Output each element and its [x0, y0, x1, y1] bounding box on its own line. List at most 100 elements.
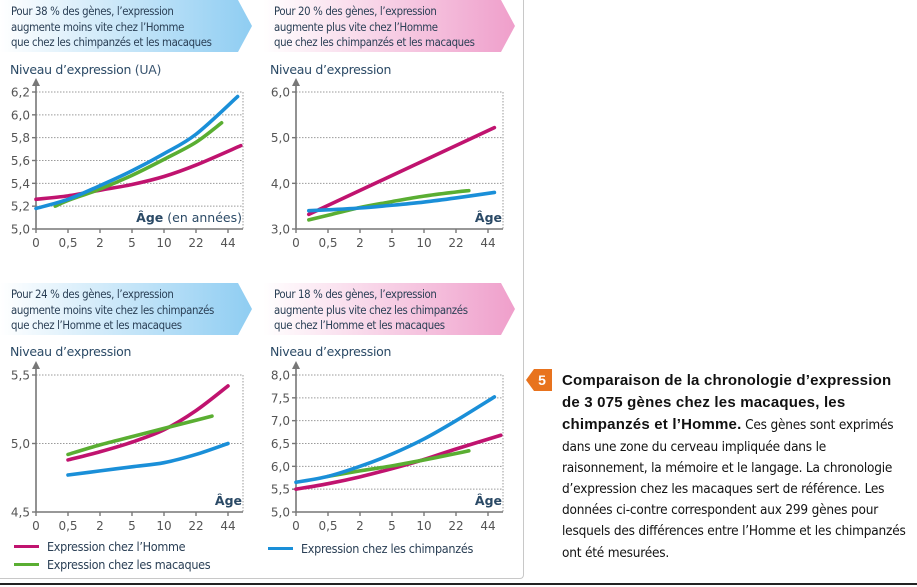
- x-tick-label: 2: [356, 519, 364, 533]
- x-tick-label: 44: [480, 519, 495, 533]
- x-tick-label: 22: [448, 236, 463, 250]
- series-line-macaque: [66, 414, 214, 457]
- x-tick-label: 44: [480, 236, 495, 250]
- x-tick-label: 5: [128, 519, 136, 533]
- y-axis-label-text: Niveau d’expression: [10, 62, 132, 77]
- y-tick-label: 5,6: [11, 154, 30, 168]
- series-line-macaque: [326, 449, 471, 479]
- x-tick-label: 2: [96, 519, 104, 533]
- figure-number-badge: 5: [526, 369, 552, 391]
- series-line-macaque: [307, 188, 471, 222]
- x-axis-unit: (en années): [163, 210, 242, 225]
- y-tick-label: 5,0: [11, 437, 30, 451]
- y-axis-label-text: Niveau d’expression: [270, 62, 392, 77]
- y-axis-unit: (UA): [131, 62, 162, 77]
- y-tick-label: 8,0: [271, 369, 290, 383]
- banner-text: Pour 24 % des gènes, l’expression augmen…: [11, 288, 214, 332]
- x-tick-label: 0,5: [318, 236, 337, 250]
- badge-arrow-shape: [526, 369, 552, 391]
- figure-number: 5: [538, 372, 546, 388]
- legend-swatch-human: [14, 545, 39, 548]
- series-line-chimpanzee: [294, 395, 497, 485]
- legend-label-chimpanzee: Expression chez les chimpanzés: [301, 541, 474, 556]
- x-tick-label: 5: [388, 519, 396, 533]
- y-tick-label: 6,2: [11, 86, 30, 100]
- series-line-human: [294, 433, 503, 491]
- y-tick-label: 5,5: [271, 483, 290, 497]
- y-tick-label: 7,0: [271, 414, 290, 428]
- y-axis-label: Niveau d’expression: [270, 344, 391, 359]
- legend-item-human: Expression chez l’Homme: [14, 539, 186, 554]
- x-tick-label: 0,5: [58, 236, 77, 250]
- x-tick-label: 0: [292, 236, 300, 250]
- x-tick-label: 22: [188, 519, 203, 533]
- series-line-human: [34, 143, 243, 202]
- x-tick-label: 2: [96, 236, 104, 250]
- y-axis-arrow-icon: [32, 78, 40, 86]
- y-axis-arrow-icon: [292, 361, 300, 369]
- y-tick-label: 6,0: [271, 86, 290, 100]
- y-axis-label: Niveau d’expression (UA): [10, 62, 161, 77]
- bottom-rule: [0, 583, 917, 585]
- x-tick-label: 0,5: [58, 519, 77, 533]
- x-tick-label: 22: [188, 236, 203, 250]
- y-axis-arrow-icon: [32, 361, 40, 369]
- y-tick-label: 5,4: [11, 177, 30, 191]
- x-tick-label: 0: [292, 519, 300, 533]
- caption-title: Comparaison de la chronologie d’expressi…: [562, 372, 892, 434]
- y-axis-label-text: Niveau d’expression: [270, 344, 392, 359]
- x-tick-label: 0,5: [318, 519, 337, 533]
- legend-label-macaque: Expression chez les macaques: [47, 557, 211, 572]
- x-tick-label: 44: [220, 236, 235, 250]
- y-tick-label: 5,8: [11, 131, 30, 145]
- legend-item-chimpanzee: Expression chez les chimpanzés: [268, 541, 473, 556]
- y-tick-label: 5,0: [271, 506, 290, 520]
- chart-banner: Pour 18 % des gènes, l’expression augmen…: [263, 283, 515, 347]
- x-axis-label-text: Âge: [215, 493, 242, 508]
- legend-swatch-chimpanzee: [268, 547, 293, 550]
- y-tick-label: 5,5: [11, 369, 30, 383]
- legend-swatch-macaque: [14, 563, 39, 566]
- banner-arrow-shape: [263, 283, 515, 335]
- x-axis-label: Âge: [475, 210, 502, 225]
- y-tick-label: 5,0: [271, 131, 290, 145]
- x-tick-label: 10: [156, 236, 171, 250]
- figure-caption: Comparaison de la chronologie d’expressi…: [562, 370, 912, 564]
- series-line-chimpanzee: [307, 190, 497, 213]
- y-tick-label: 4,0: [271, 177, 290, 191]
- x-tick-label: 5: [128, 236, 136, 250]
- chart-banner: Pour 38 % des gènes, l’expression augmen…: [0, 0, 252, 64]
- chart-banner: Pour 20 % des gènes, l’expression augmen…: [263, 0, 515, 64]
- y-axis-label-text: Niveau d’expression: [10, 344, 132, 359]
- x-tick-label: 22: [448, 519, 463, 533]
- caption-body: Ces gènes sont exprimés dans une zone du…: [562, 417, 906, 561]
- x-tick-label: 5: [388, 236, 396, 250]
- y-axis-arrow-icon: [292, 78, 300, 86]
- legend-item-macaque: Expression chez les macaques: [14, 557, 211, 572]
- x-axis-label-text: Âge: [136, 210, 163, 225]
- x-axis-label-text: Âge: [475, 493, 502, 508]
- y-tick-label: 6,0: [11, 108, 30, 122]
- y-tick-label: 5,0: [11, 223, 30, 237]
- series-line-human: [66, 384, 230, 462]
- legend-label-human: Expression chez l’Homme: [47, 539, 186, 554]
- series-line-chimpanzee: [34, 94, 240, 211]
- banner-text: Pour 18 % des gènes, l’expression augmen…: [274, 288, 468, 332]
- y-axis-label: Niveau d’expression: [10, 344, 131, 359]
- x-tick-label: 2: [356, 236, 364, 250]
- banner-text: Pour 20 % des gènes, l’expression augmen…: [274, 5, 475, 49]
- series-line-chimpanzee: [66, 441, 230, 477]
- x-tick-label: 10: [416, 519, 431, 533]
- banner-text: Pour 38 % des gènes, l’expression augmen…: [11, 5, 212, 49]
- x-axis-label: Âge: [215, 493, 242, 508]
- figure-panel: [0, 0, 524, 579]
- y-tick-label: 6,5: [271, 437, 290, 451]
- y-axis-label: Niveau d’expression: [270, 62, 391, 77]
- y-tick-label: 3,0: [271, 223, 290, 237]
- x-tick-label: 0: [32, 236, 40, 250]
- x-axis-label: Âge (en années): [136, 210, 242, 225]
- y-tick-label: 6,0: [271, 460, 290, 474]
